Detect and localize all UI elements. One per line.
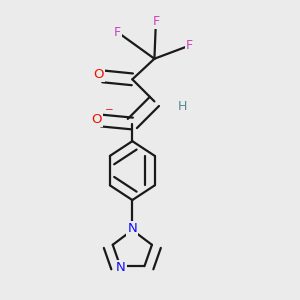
- Text: N: N: [116, 261, 126, 274]
- Text: F: F: [152, 15, 160, 28]
- Text: N: N: [128, 222, 137, 235]
- Text: F: F: [114, 26, 121, 39]
- Text: O: O: [93, 68, 104, 81]
- Text: O: O: [92, 112, 102, 126]
- Text: F: F: [186, 39, 193, 52]
- Text: −: −: [105, 105, 114, 115]
- Text: H: H: [178, 100, 187, 113]
